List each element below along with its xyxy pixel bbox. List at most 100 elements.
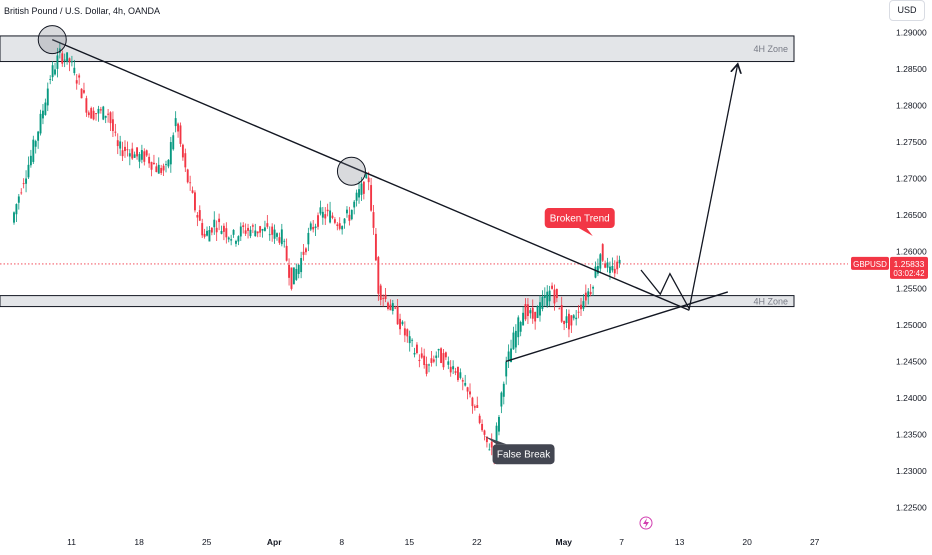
candle-body[interactable] <box>295 268 298 280</box>
candle-body[interactable] <box>355 192 358 201</box>
candle-body[interactable] <box>555 289 558 299</box>
candle-body[interactable] <box>102 106 105 120</box>
zone-rect-0[interactable] <box>0 35 795 63</box>
candle-body[interactable] <box>152 162 155 164</box>
candle-body[interactable] <box>208 229 211 242</box>
candle-body[interactable] <box>389 304 392 311</box>
candle-body[interactable] <box>563 320 566 325</box>
candle-body[interactable] <box>307 232 310 245</box>
candle-body[interactable] <box>459 372 462 378</box>
candle-body[interactable] <box>522 312 525 326</box>
candle-body[interactable] <box>362 181 365 194</box>
trendline-0[interactable] <box>51 38 690 311</box>
candle-body[interactable] <box>560 305 563 322</box>
candle-body[interactable] <box>423 355 426 366</box>
candle-body[interactable] <box>285 245 288 261</box>
candle-body[interactable] <box>54 69 56 75</box>
candle-body[interactable] <box>498 416 500 432</box>
candle-body[interactable] <box>266 223 269 227</box>
candle-body[interactable] <box>51 65 54 78</box>
candle-body[interactable] <box>536 306 539 318</box>
candle-body[interactable] <box>251 225 254 227</box>
candle-body[interactable] <box>365 174 368 179</box>
candle-body[interactable] <box>138 154 141 162</box>
candle-body[interactable] <box>290 267 293 289</box>
candle-body[interactable] <box>399 318 401 330</box>
candle-body[interactable] <box>312 226 315 230</box>
candle-body[interactable] <box>107 113 110 115</box>
candle-body[interactable] <box>430 358 433 363</box>
candle-body[interactable] <box>548 290 551 302</box>
candle-body[interactable] <box>56 55 59 69</box>
candle-body[interactable] <box>338 223 341 229</box>
candle-body[interactable] <box>466 387 469 392</box>
candle-body[interactable] <box>449 366 452 373</box>
candle-body[interactable] <box>592 287 595 289</box>
candle-body[interactable] <box>469 391 471 395</box>
candle-body[interactable] <box>104 115 107 118</box>
candle-body[interactable] <box>276 233 278 237</box>
candle-body[interactable] <box>17 196 20 203</box>
candle-body[interactable] <box>403 328 406 336</box>
candle-body[interactable] <box>203 233 206 237</box>
candle-body[interactable] <box>304 248 307 253</box>
candle-body[interactable] <box>406 329 409 337</box>
candle-body[interactable] <box>524 304 527 320</box>
candle-body[interactable] <box>587 291 590 298</box>
candle-body[interactable] <box>172 135 175 150</box>
candle-body[interactable] <box>121 150 124 157</box>
candle-body[interactable] <box>336 224 339 226</box>
symbol-badge[interactable] <box>851 256 889 270</box>
candle-body[interactable] <box>382 298 385 299</box>
candle-body[interactable] <box>539 302 541 316</box>
candle-body[interactable] <box>599 254 602 269</box>
candle-body[interactable] <box>570 315 573 326</box>
candle-body[interactable] <box>169 142 172 165</box>
candle-body[interactable] <box>596 266 599 274</box>
candle-body[interactable] <box>239 226 242 237</box>
candle-body[interactable] <box>485 436 488 443</box>
candle-body[interactable] <box>309 223 312 230</box>
candle-body[interactable] <box>126 149 129 151</box>
candle-body[interactable] <box>572 315 575 319</box>
candle-body[interactable] <box>331 215 334 218</box>
candle-body[interactable] <box>196 215 199 218</box>
candle-body[interactable] <box>531 307 534 319</box>
candle-body[interactable] <box>350 209 353 220</box>
candle-body[interactable] <box>230 239 233 241</box>
candle-body[interactable] <box>473 406 476 408</box>
candle-body[interactable] <box>360 183 363 195</box>
candle-body[interactable] <box>543 295 546 298</box>
candle-body[interactable] <box>254 230 257 237</box>
candle-body[interactable] <box>288 264 291 278</box>
candle-body[interactable] <box>150 162 153 170</box>
candle-body[interactable] <box>432 359 435 362</box>
callout-box-1[interactable] <box>492 444 555 465</box>
candle-body[interactable] <box>396 306 399 325</box>
candle-body[interactable] <box>167 159 170 167</box>
candle-body[interactable] <box>300 258 303 273</box>
candle-body[interactable] <box>109 112 112 124</box>
candle-body[interactable] <box>425 364 428 374</box>
candle-body[interactable] <box>174 118 177 127</box>
candle-body[interactable] <box>558 308 561 310</box>
candle-body[interactable] <box>613 268 616 274</box>
candle-body[interactable] <box>321 211 324 218</box>
candle-body[interactable] <box>374 233 377 261</box>
candle-body[interactable] <box>165 164 167 165</box>
candle-body[interactable] <box>454 371 457 373</box>
candle-body[interactable] <box>99 109 102 111</box>
candle-body[interactable] <box>329 210 332 223</box>
candle-body[interactable] <box>15 204 18 215</box>
candle-body[interactable] <box>235 240 237 244</box>
candle-body[interactable] <box>39 113 42 134</box>
candle-body[interactable] <box>616 261 619 270</box>
candle-body[interactable] <box>401 321 404 325</box>
candle-body[interactable] <box>314 226 317 228</box>
candle-body[interactable] <box>145 150 148 156</box>
candle-body[interactable] <box>215 227 218 233</box>
candle-body[interactable] <box>27 164 30 178</box>
candle-body[interactable] <box>297 264 300 274</box>
